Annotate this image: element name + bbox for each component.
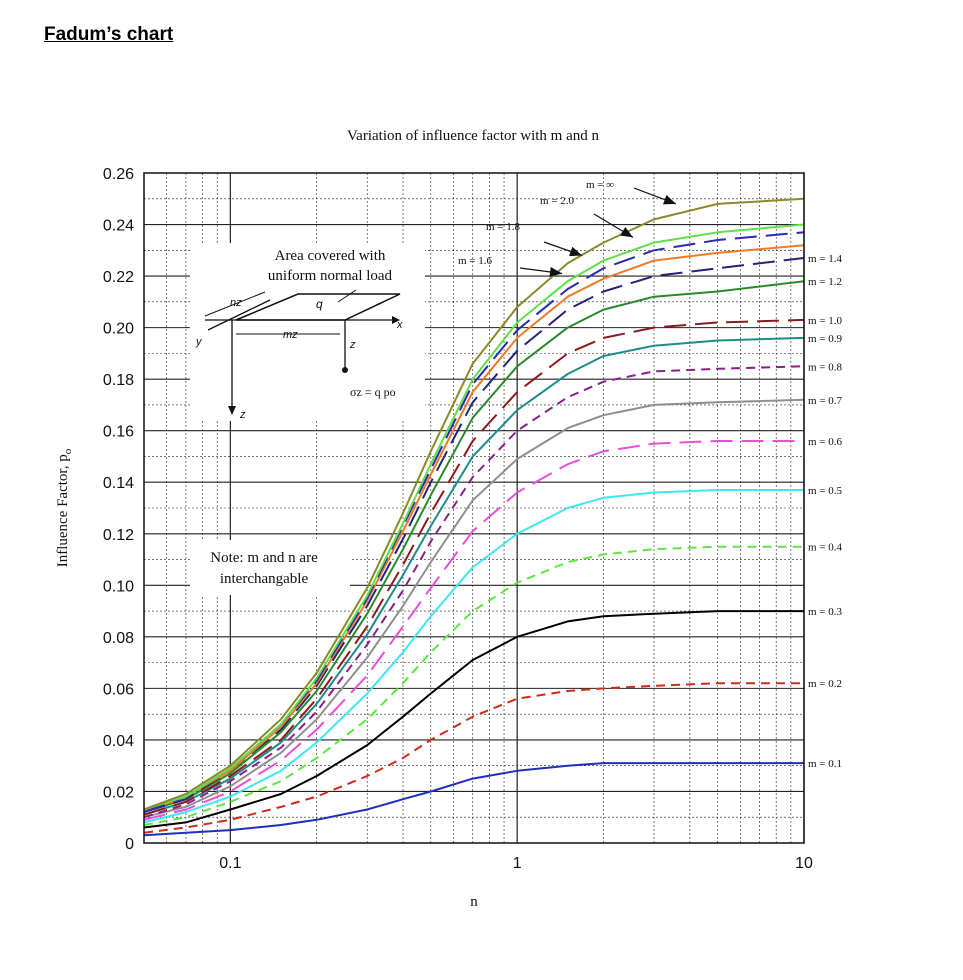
series-line: [143, 682, 804, 834]
z-arrow-head: [228, 406, 236, 415]
y-tick-label: 0.16: [103, 424, 134, 441]
x-tick-label: 10: [795, 855, 813, 872]
load-sketch: Area covered with uniform normal load nz…: [190, 243, 425, 421]
label-q: q: [316, 297, 323, 311]
area-text-line2: uniform normal load: [268, 268, 393, 284]
x-axis-label: n: [470, 894, 478, 910]
page-heading: Fadum’s chart: [44, 24, 174, 45]
arrow-head: [549, 266, 562, 277]
series-line: [143, 610, 804, 829]
series-line: [143, 545, 804, 826]
series-label: m = 2.0: [540, 195, 575, 207]
y-tick-label: 0.14: [103, 475, 134, 492]
y-tick-label: 0.12: [103, 527, 134, 544]
plot-frame: [143, 172, 805, 844]
series-line: [143, 365, 805, 819]
y-tick-label: 0.02: [103, 784, 134, 801]
sketch-background: [190, 243, 425, 421]
arrow-head: [620, 226, 633, 238]
x-arrow-head: [392, 316, 400, 324]
series-label: m = 0.4: [808, 542, 843, 554]
y-axis-line: [207, 299, 271, 331]
series-label: m = 1.8: [486, 221, 521, 233]
series-line: [143, 440, 804, 821]
note-line1: Note: m and n are: [210, 550, 318, 566]
series-label: m = 0.8: [808, 361, 843, 373]
series-line: [143, 336, 805, 816]
series-lines: [143, 197, 805, 837]
y-axis-label: Influence Factor, po: [55, 448, 74, 567]
series-line: [143, 197, 805, 811]
x-tick-label: 0.1: [219, 855, 241, 872]
chart-title: Variation of influence factor with m and…: [347, 128, 599, 144]
arrow-head: [663, 194, 676, 205]
series-label: m = ∞: [586, 179, 614, 191]
y-tick-label: 0.18: [103, 372, 134, 389]
y-axis-label-main: Influence Factor, p: [55, 454, 71, 567]
arrow-head: [569, 246, 582, 257]
series-line: [143, 398, 805, 819]
y-tick-label: 0.22: [103, 269, 134, 286]
x-tick-label: 1: [513, 855, 522, 872]
series-line: [143, 489, 804, 824]
y-axis-label-group: Influence Factor, po: [55, 448, 74, 567]
label-y: y: [195, 336, 203, 348]
series-label: m = 1.4: [808, 253, 843, 265]
label-z-axis: z: [239, 409, 246, 421]
series-line: [143, 762, 804, 837]
label-x: x: [396, 319, 403, 331]
series-labels: m = 0.1 m = 0.2 m = 0.3 m = 0.4 m = 0.5 m = 0…: [458, 179, 843, 770]
series-line: [143, 280, 805, 814]
y-tick-label: 0.10: [103, 578, 134, 595]
series-label: m = 1.0: [808, 315, 843, 327]
note-box: Note: m and n are interchangable: [190, 540, 350, 595]
series-label: m = 0.9: [808, 333, 843, 345]
series-line: [143, 244, 805, 814]
y-axis-label-sub: o: [62, 448, 74, 454]
label-mz: mz: [283, 329, 298, 341]
series-label: m = 0.2: [808, 678, 842, 690]
note-line2: interchangable: [220, 571, 309, 587]
y-tick-label: 0: [125, 836, 134, 853]
q-arrow: [337, 289, 357, 303]
y-tick-label: 0.06: [103, 681, 134, 698]
ticks: 0 0.02 0.04 0.06 0.08 0.10 0.12 0.14 0.16 0.18 0.2…: [103, 166, 813, 872]
series-line: [143, 223, 805, 811]
series-label: m = 0.6: [808, 436, 843, 448]
label-nz: nz: [230, 297, 242, 309]
series-line: [143, 257, 805, 814]
y-tick-label: 0.04: [103, 733, 134, 750]
label-stress: σz = q po: [350, 385, 396, 399]
series-label: m = 0.7: [808, 395, 843, 407]
area-text-line1: Area covered with: [275, 248, 386, 264]
series-label: m = 0.5: [808, 485, 843, 497]
y-tick-label: 0.20: [103, 321, 134, 338]
label-z-point: z: [349, 339, 356, 351]
series-label: m = 1.6: [458, 255, 493, 267]
y-tick-label: 0.08: [103, 630, 134, 647]
point-marker: [342, 367, 348, 373]
series-label: m = 1.2: [808, 276, 842, 288]
series-line: [143, 318, 805, 816]
nz-dimension-line: [204, 291, 266, 317]
series-label: m = 0.3: [808, 606, 843, 618]
note-background: [190, 540, 350, 595]
y-tick-label: 0.24: [103, 218, 134, 235]
series-label: m = 0.1: [808, 758, 842, 770]
y-tick-label: 0.26: [103, 166, 134, 183]
